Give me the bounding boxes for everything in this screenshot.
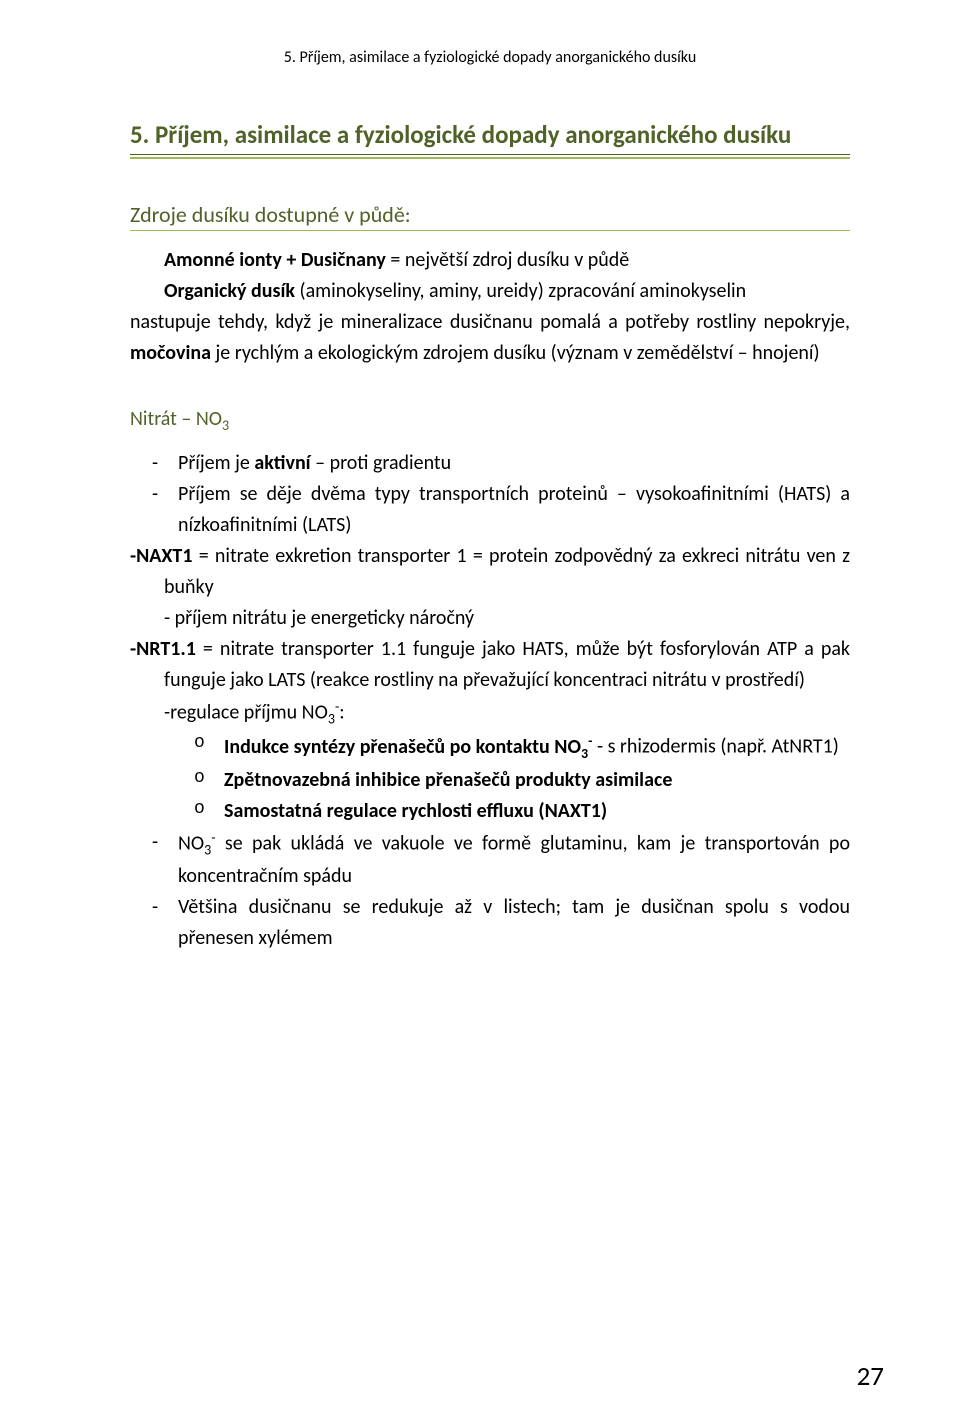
para-nrt11: -NRT1.1 = nitrate transporter 1.1 funguj… <box>130 634 850 696</box>
running-head: 5. Příjem, asimilace a fyziologické dopa… <box>130 48 850 67</box>
title-divider <box>130 157 850 159</box>
intro-text: = největší zdroj dusíku v půdě <box>386 248 629 272</box>
bold-naxt1: -NAXT1 <box>130 544 192 568</box>
text: NO <box>178 831 204 855</box>
bold: Indukce syntézy přenašečů po kontaktu NO <box>224 735 581 759</box>
bold: aktivní <box>254 451 310 475</box>
page-number: 27 <box>857 1360 884 1393</box>
intro-term-organic: Organický dusík <box>164 279 295 303</box>
intro-term-ammonium: Amonné ionty + Dusičnany <box>164 248 386 272</box>
text: – proti gradientu <box>311 451 452 475</box>
text: = nitrate exkretion transporter 1 = prot… <box>164 544 850 599</box>
bold: Zpětnovazebná inhibice přenašečů produkt… <box>224 768 672 792</box>
bullet-list-1b: NO3- se pak ukládá ve vakuole ve formě g… <box>130 827 850 954</box>
sub: 3 <box>328 711 335 728</box>
bullet-list-2: Indukce syntézy přenašečů po kontaktu NO… <box>130 730 850 826</box>
text: -regulace příjmu NO <box>164 701 328 725</box>
page: 5. Příjem, asimilace a fyziologické dopa… <box>0 0 960 1427</box>
intro-term-urea: močovina <box>130 341 211 365</box>
section-head-sources: Zdroje dusíku dostupné v půdě: <box>130 201 850 231</box>
list-item: NO3- se pak ukládá ve vakuole ve formě g… <box>178 827 850 892</box>
list-item: Indukce syntézy přenašečů po kontaktu NO… <box>224 730 850 764</box>
subhead-sub: 3 <box>222 417 229 434</box>
para-regulace: -regulace příjmu NO3-: <box>130 696 850 730</box>
intro-text: (aminokyseliny, aminy, ureidy) zpracován… <box>295 279 746 303</box>
intro-text: je rychlým a ekologickým zdrojem dusíku … <box>211 341 820 365</box>
text: se pak ukládá ve vakuole ve formě glutam… <box>178 831 850 888</box>
chapter-title: 5. Příjem, asimilace a fyziologické dopa… <box>130 119 850 155</box>
bold: Samostatná regulace rychlosti effluxu (N… <box>224 799 607 823</box>
para-energetic: - příjem nitrátu je energeticky náročný <box>130 603 850 634</box>
text: : <box>339 701 344 725</box>
subsection-head-nitrate: Nitrát – NO3 <box>130 407 850 434</box>
list-item: Většina dusičnanu se redukuje až v liste… <box>178 892 850 954</box>
list-item: Příjem se děje dvěma typy transportních … <box>178 479 850 541</box>
bullet-list-1: Příjem je aktivní – proti gradientu Příj… <box>130 448 850 541</box>
subhead-label: Nitrát – NO <box>130 407 222 431</box>
intro-text: nastupuje tehdy, když je mineralizace du… <box>130 310 850 334</box>
list-item: Zpětnovazebná inhibice přenašečů produkt… <box>224 765 850 796</box>
bold-nrt11: -NRT1.1 <box>130 637 196 661</box>
body-content: Příjem je aktivní – proti gradientu Příj… <box>130 448 850 954</box>
text: - s rhizodermis (např. AtNRT1) <box>592 735 838 759</box>
text: = nitrate transporter 1.1 funguje jako H… <box>164 637 850 692</box>
text: Příjem je <box>178 451 254 475</box>
list-item: Příjem je aktivní – proti gradientu <box>178 448 850 479</box>
intro-paragraph: Amonné ionty + Dusičnany = největší zdro… <box>130 245 850 369</box>
para-naxt1: -NAXT1 = nitrate exkretion transporter 1… <box>130 541 850 603</box>
list-item: Samostatná regulace rychlosti effluxu (N… <box>224 796 850 827</box>
